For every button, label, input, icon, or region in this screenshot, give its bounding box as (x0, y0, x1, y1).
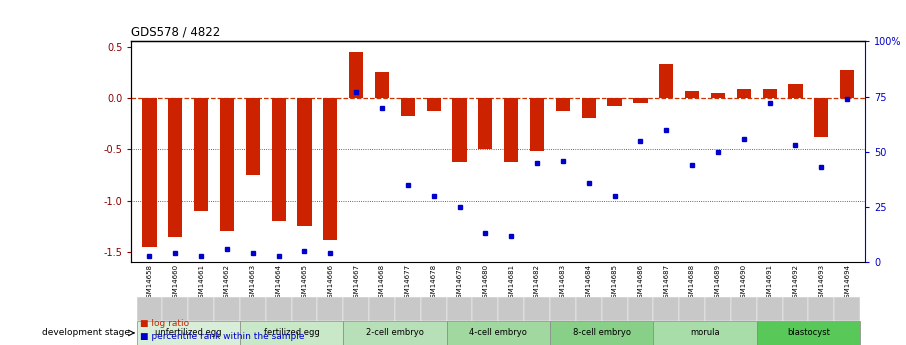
Bar (550, 321, 653, 345)
Bar (757, 321, 860, 345)
Text: 2-cell embryo: 2-cell embryo (366, 328, 424, 337)
Bar (478, 98, 493, 149)
Text: morula: morula (690, 328, 720, 337)
Bar (834, 297, 860, 321)
Bar (763, 89, 776, 98)
Bar (323, 98, 337, 240)
Bar (737, 89, 751, 98)
Bar (840, 70, 854, 98)
Bar (452, 98, 467, 161)
Bar (653, 297, 680, 321)
Bar (214, 297, 240, 321)
Bar (162, 297, 188, 321)
Bar (628, 297, 653, 321)
Bar (504, 98, 518, 161)
Bar (240, 321, 343, 345)
Bar (265, 297, 292, 321)
Bar (525, 297, 550, 321)
Bar (375, 72, 389, 98)
Text: GDS578 / 4822: GDS578 / 4822 (131, 26, 221, 39)
Bar (194, 98, 208, 211)
Bar (711, 93, 725, 98)
Bar (400, 98, 415, 116)
Bar (427, 98, 441, 111)
Bar (137, 321, 240, 345)
Bar (343, 297, 369, 321)
Bar (188, 297, 214, 321)
Bar (447, 297, 472, 321)
Bar (608, 98, 622, 106)
Bar (369, 297, 395, 321)
Bar (240, 297, 265, 321)
Text: ■ log ratio: ■ log ratio (140, 319, 189, 328)
Bar (142, 98, 157, 247)
Bar (808, 297, 834, 321)
Bar (498, 297, 525, 321)
Bar (169, 98, 182, 237)
Text: development stage: development stage (42, 328, 130, 337)
Bar (272, 98, 285, 221)
Bar (555, 98, 570, 111)
Bar (705, 297, 731, 321)
Bar (246, 98, 260, 175)
Bar (447, 321, 550, 345)
Bar (731, 297, 757, 321)
Bar (550, 297, 576, 321)
Bar (653, 321, 757, 345)
Bar (576, 297, 602, 321)
Bar (317, 297, 343, 321)
Bar (220, 98, 234, 231)
Bar (297, 98, 312, 226)
Bar (292, 297, 317, 321)
Bar (814, 98, 828, 137)
Bar (582, 98, 596, 118)
Bar (783, 297, 808, 321)
Bar (530, 98, 545, 151)
Text: unfertilized egg: unfertilized egg (155, 328, 221, 337)
Bar (349, 52, 363, 98)
Bar (137, 297, 162, 321)
Text: 4-cell embryo: 4-cell embryo (469, 328, 527, 337)
Text: 8-cell embryo: 8-cell embryo (573, 328, 631, 337)
Bar (685, 91, 699, 98)
Text: blastocyst: blastocyst (787, 328, 830, 337)
Bar (680, 297, 705, 321)
Bar (602, 297, 628, 321)
Bar (343, 321, 447, 345)
Text: fertilized egg: fertilized egg (264, 328, 320, 337)
Bar (472, 297, 498, 321)
Bar (660, 64, 673, 98)
Bar (420, 297, 447, 321)
Bar (395, 297, 420, 321)
Text: ■ percentile rank within the sample: ■ percentile rank within the sample (140, 332, 305, 341)
Bar (757, 297, 783, 321)
Bar (633, 98, 648, 103)
Bar (788, 83, 803, 98)
